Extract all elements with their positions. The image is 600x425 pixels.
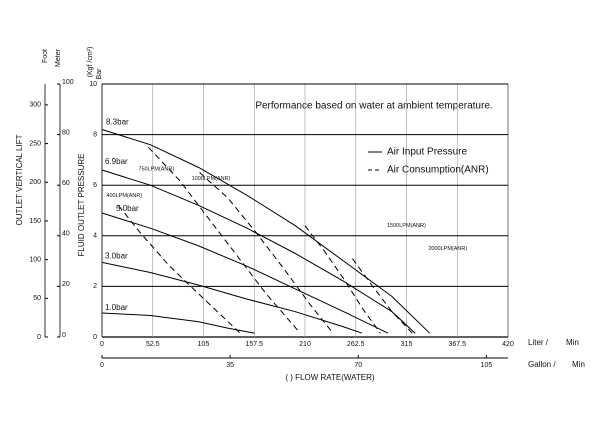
foot-tick-label: 50: [33, 295, 41, 302]
x-tick-label: 157.5: [245, 341, 263, 348]
series-line: [101, 261, 363, 334]
y-tick-label: 10: [89, 81, 97, 88]
foot-tick-label: 250: [29, 140, 41, 147]
y-unit: (Kgf /cm²): [87, 47, 94, 78]
y-unit: Bar: [96, 68, 103, 80]
meter-tick-label: 0: [62, 332, 66, 339]
x-tick-label: 420: [502, 341, 514, 348]
y-tick-label: 8: [93, 131, 97, 138]
x-tick-label: 52.5: [146, 341, 160, 348]
foot-tick-label: 300: [29, 102, 41, 109]
x-tick-label: 105: [198, 341, 210, 348]
series-line: [351, 258, 413, 334]
series-label: 2000LPM(ANR): [428, 246, 467, 252]
foot-tick-label: 150: [29, 218, 41, 225]
foot-tick-label: 200: [29, 179, 41, 186]
series-line: [101, 312, 255, 334]
series-label: 1000LPM(ANR): [192, 176, 231, 182]
series-line: [101, 212, 389, 334]
series-line: [101, 169, 416, 334]
x2-tick-label: 35: [226, 362, 234, 369]
series-label: 750LPM(ANR): [138, 167, 174, 173]
x-tick-label: 0: [100, 341, 104, 348]
foot-tick-label: 0: [37, 334, 41, 341]
x2-tick-label: 105: [481, 362, 493, 369]
y-axis-title: FLUID OUTLET PRESSURE: [77, 154, 86, 257]
meter-tick-label: 80: [62, 129, 70, 136]
outer-y-title: OUTLET VERTICAL LIFT: [15, 134, 24, 225]
x2-tick-label: 0: [100, 362, 104, 369]
series-label: 8.3bar: [106, 118, 129, 127]
series-label: 5.0bar: [116, 204, 139, 213]
foot-axis-title: Foot: [42, 49, 49, 63]
meter-axis-title: Meter: [55, 48, 62, 67]
x-unit: Liter /: [528, 338, 549, 347]
y-tick-label: 2: [93, 283, 97, 290]
y-tick-label: 6: [93, 182, 97, 189]
series-line: [199, 172, 334, 334]
x2-tick-label: 70: [354, 362, 362, 369]
meter-tick-label: 60: [62, 180, 70, 187]
foot-tick-label: 100: [29, 256, 41, 263]
y-tick-label: 0: [93, 334, 97, 341]
x-tick-label: 210: [299, 341, 311, 348]
x-tick-label: 315: [401, 341, 413, 348]
x-tick-label: 367.5: [448, 341, 466, 348]
series-label: 1500LPM(ANR): [387, 223, 426, 229]
y-tick-label: 4: [93, 233, 97, 240]
x2-unit: Gallon /: [528, 360, 556, 369]
meter-tick-label: 40: [62, 231, 70, 238]
x2-unit: Min: [572, 360, 585, 369]
x-unit: Min: [566, 338, 579, 347]
series-label: 400LPM(ANR): [106, 193, 142, 199]
x-axis-title: ( ) FLOW RATE(WATER): [285, 373, 375, 382]
series-line: [101, 129, 431, 334]
x-tick-label: 262.5: [347, 341, 365, 348]
annotation: Performance based on water at ambient te…: [255, 101, 492, 112]
series-line: [304, 225, 381, 334]
series-label: 1.0bar: [105, 303, 128, 312]
series-label: 3.0bar: [105, 251, 128, 260]
meter-tick-label: 100: [62, 79, 74, 86]
meter-tick-label: 20: [62, 281, 70, 288]
series-label: 6.9bar: [105, 157, 128, 166]
legend-label: Air Input Pressure: [387, 147, 467, 158]
legend-label: Air Consumption(ANR): [387, 165, 489, 176]
